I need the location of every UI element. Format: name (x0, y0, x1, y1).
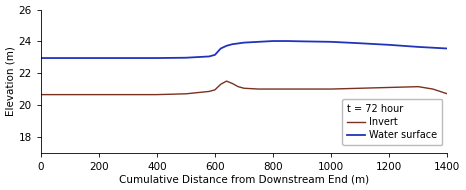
Legend: Invert, Water surface: Invert, Water surface (342, 99, 442, 145)
Y-axis label: Elevation (m): Elevation (m) (6, 46, 15, 116)
X-axis label: Cumulative Distance from Downstream End (m): Cumulative Distance from Downstream End … (119, 174, 369, 184)
